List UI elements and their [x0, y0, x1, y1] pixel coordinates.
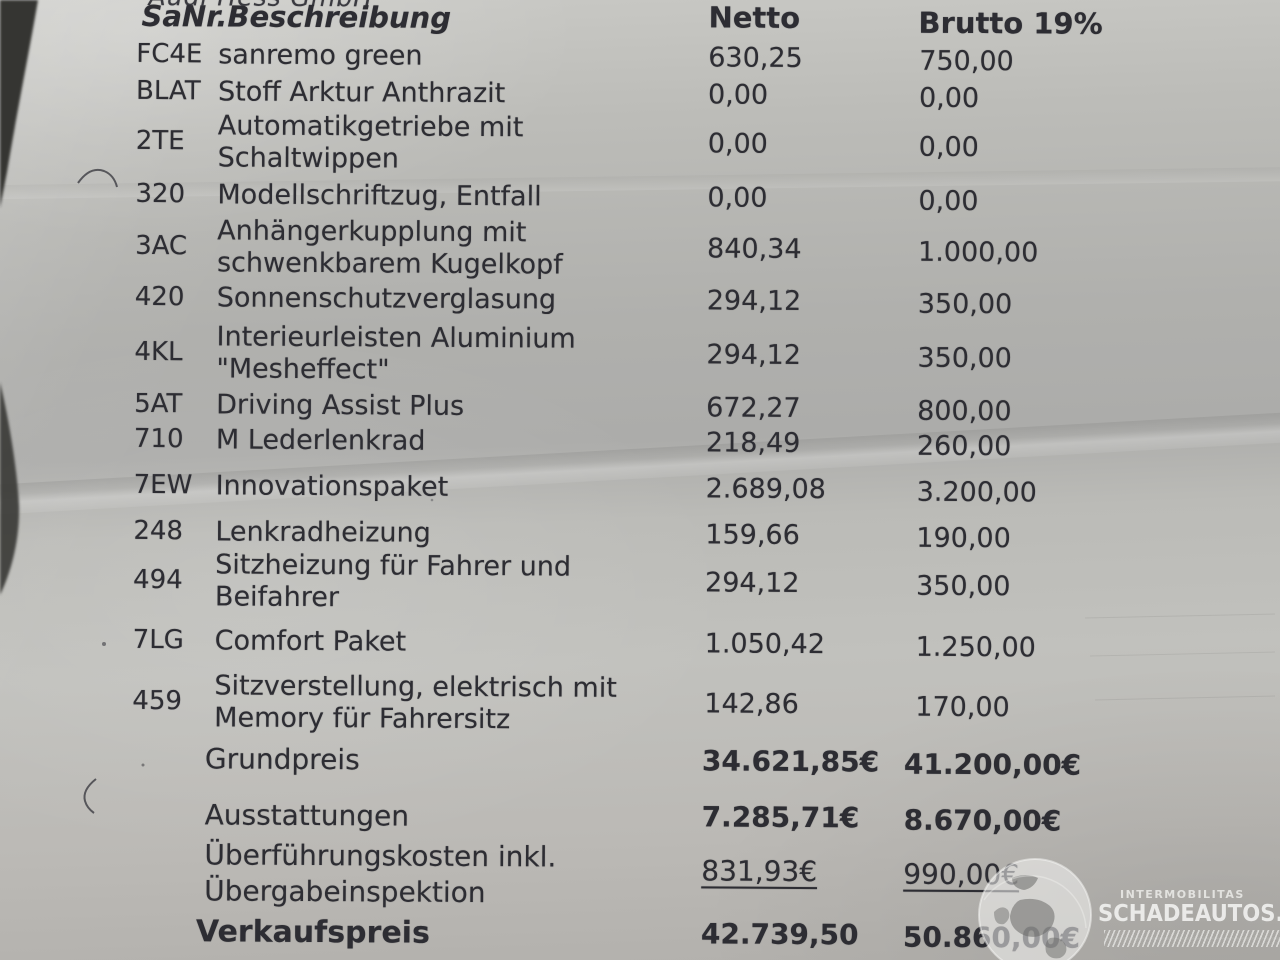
table-row: 3AC Anhängerkupplung mit schwenkbarem Ku…	[1, 214, 1280, 280]
option-description: Driving Assist Plus	[216, 389, 465, 422]
table-row: 5AT Driving Assist Plus 672,27 800,00	[0, 388, 1280, 427]
netto-value: 630,25	[708, 42, 803, 74]
option-description: Interieurleisten Aluminium "Mesheffect"	[216, 321, 576, 386]
brutto-value: 0,00	[918, 82, 980, 115]
header-netto: Netto	[708, 0, 801, 35]
netto-value: 0,00	[707, 79, 769, 111]
summary-row-ausstattungen: Ausstattungen 7.285,71€ 8.670,00€	[0, 796, 1278, 837]
header-code-description: SaNr.Beschreibung	[141, 0, 452, 35]
option-description: Lenkradheizung	[215, 516, 431, 549]
netto-value: 294,12	[704, 567, 800, 599]
option-code: 459	[132, 685, 183, 717]
watermark-brand-large: SCHADEAUTOS.NL	[1098, 901, 1280, 927]
brutto-value: 750,00	[919, 45, 1014, 78]
brutto-value: 3.200,00	[916, 476, 1037, 509]
table-row: 4KL Interieurleisten Aluminium "Mesheffe…	[1, 320, 1280, 385]
option-code: BLAT	[135, 75, 201, 107]
table-row: 459 Sitzverstellung, elektrisch mit Memo…	[0, 669, 1279, 735]
summary-brutto-value: 8.670,00€	[903, 803, 1062, 838]
table-row: 248 Lenkradheizung 159,66 190,00	[0, 515, 1279, 554]
brutto-value: 1.000,00	[917, 236, 1039, 269]
option-code: 7LG	[132, 624, 184, 656]
option-code: 320	[135, 178, 186, 210]
brutto-value: 0,00	[918, 185, 979, 218]
summary-label: Grundpreis	[204, 742, 360, 777]
option-description: Comfort Paket	[214, 625, 407, 658]
option-code: 4KL	[134, 336, 183, 368]
option-description: Modellschriftzug, Entfall	[217, 179, 542, 213]
table-row: 7LG Comfort Paket 1.050,42 1.250,00	[0, 624, 1279, 664]
table-row: 320 Modellschriftzug, Entfall 0,00 0,00	[2, 178, 1280, 217]
option-code: 5AT	[134, 388, 183, 420]
option-code: 3AC	[135, 230, 188, 262]
netto-value: 2.689,08	[705, 473, 826, 506]
table-row: 710 M Lederlenkrad 218,49 260,00	[0, 423, 1280, 462]
option-code: 248	[133, 515, 184, 547]
brutto-value: 1.250,00	[915, 631, 1037, 664]
netto-value: 142,86	[704, 688, 799, 720]
summary-row-grundpreis: Grundpreis 34.621,85€ 41.200,00€	[0, 740, 1278, 781]
option-description: Innovationspaket	[215, 470, 449, 503]
watermark-hatch-stripes	[1104, 930, 1280, 947]
summary-brutto-value: 41.200,00€	[903, 747, 1082, 782]
summary-row-ueberfuehrungskosten: Überführungskosten inkl. Übergabeinspekt…	[0, 836, 1277, 909]
table-row: 7EW Innovationspaket 2.689,08 3.200,00	[0, 469, 1280, 509]
option-description: sanremo green	[218, 39, 423, 72]
netto-value: 0,00	[707, 128, 768, 160]
netto-value: 294,12	[706, 339, 802, 371]
option-code: 710	[133, 423, 184, 455]
netto-value: 218,49	[705, 427, 801, 459]
summary-netto-value: 7.285,71€	[701, 800, 860, 835]
netto-value: 0,00	[707, 182, 768, 214]
brutto-value: 800,00	[917, 395, 1012, 428]
table-row: BLAT Stoff Arktur Anthrazit 0,00 0,00	[2, 75, 1280, 114]
summary-netto-value: 831,93€	[701, 854, 818, 889]
brutto-value: 350,00	[915, 570, 1011, 603]
option-code: 494	[132, 564, 183, 596]
option-code: FC4E	[136, 38, 203, 70]
summary-label: Verkaufspreis	[195, 914, 430, 951]
brutto-value: 350,00	[917, 342, 1013, 375]
option-description: Stoff Arktur Anthrazit	[217, 76, 506, 110]
summary-row-verkaufspreis: Verkaufspreis 42.739,50 50.860,00€	[0, 913, 1277, 954]
netto-value: 294,12	[706, 285, 802, 317]
header-brutto: Brutto 19%	[918, 5, 1103, 41]
netto-value: 159,66	[705, 519, 800, 551]
option-description: Sonnenschutzverglasung	[216, 282, 557, 316]
brutto-value: 260,00	[916, 430, 1012, 463]
brutto-value: 0,00	[918, 131, 979, 164]
option-description: Sitzverstellung, elektrisch mit Memory f…	[214, 670, 617, 736]
option-description: Automatikgetriebe mit Schaltwippen	[217, 110, 524, 175]
option-code: 7EW	[133, 469, 193, 501]
table-header: SaNr.Beschreibung Netto Brutto 19%	[3, 0, 1280, 41]
option-code: 2TE	[135, 125, 185, 157]
brutto-value: 190,00	[916, 522, 1011, 555]
option-description: Sitzheizung für Fahrer und Beifahrer	[214, 549, 572, 614]
summary-label: Überführungskosten inkl. Übergabeinspekt…	[204, 838, 557, 910]
netto-value: 840,34	[707, 233, 802, 265]
table-row: 420 Sonnenschutzverglasung 294,12 350,00	[1, 281, 1280, 320]
summary-brutto-value: 990,00€	[903, 857, 1020, 892]
summary-label: Ausstattungen	[204, 798, 410, 833]
summary-netto-value: 34.621,85€	[701, 744, 880, 779]
option-code: 420	[134, 281, 185, 313]
option-description: M Lederlenkrad	[215, 424, 426, 457]
brutto-value: 170,00	[915, 691, 1010, 724]
netto-value: 672,27	[706, 392, 801, 424]
summary-brutto-value: 50.860,00€	[902, 920, 1081, 955]
summary-netto-value: 42.739,50	[700, 917, 859, 952]
brutto-value: 350,00	[917, 288, 1013, 321]
netto-value: 1.050,42	[704, 628, 826, 661]
option-description: Anhängerkupplung mit schwenkbarem Kugelk…	[216, 215, 563, 281]
watermark-brand-small: INTERMOBILITAS	[1120, 888, 1245, 901]
